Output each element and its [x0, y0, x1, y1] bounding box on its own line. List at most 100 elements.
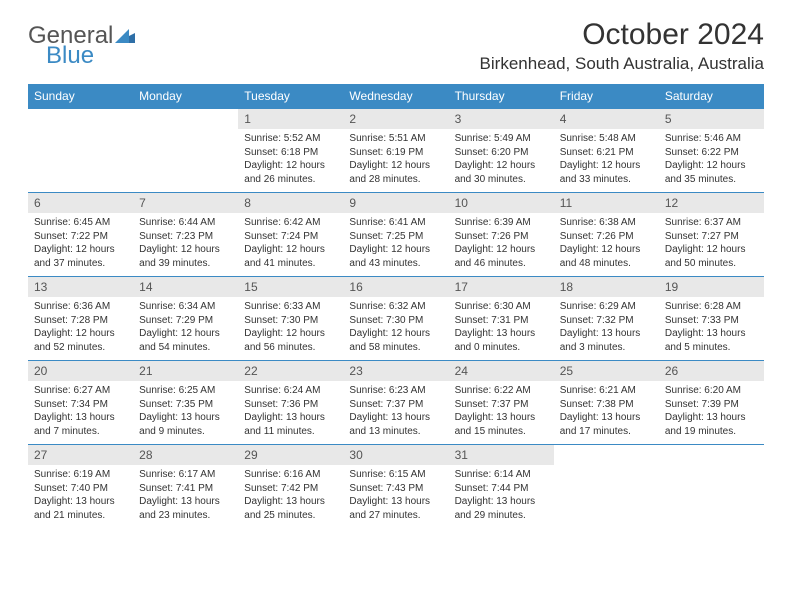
sunset-text: Sunset: 6:18 PM: [244, 146, 337, 160]
day-details: Sunrise: 6:34 AMSunset: 7:29 PMDaylight:…: [133, 297, 238, 358]
weekday-row: SundayMondayTuesdayWednesdayThursdayFrid…: [28, 84, 764, 109]
daylight-text: Daylight: 12 hours and 48 minutes.: [560, 243, 653, 270]
sunrise-text: Sunrise: 6:19 AM: [34, 468, 127, 482]
daylight-text: Daylight: 13 hours and 3 minutes.: [560, 327, 653, 354]
calendar-day-cell: 23Sunrise: 6:23 AMSunset: 7:37 PMDayligh…: [343, 361, 448, 445]
day-number: [28, 109, 133, 115]
sunset-text: Sunset: 7:27 PM: [665, 230, 758, 244]
day-details: Sunrise: 6:33 AMSunset: 7:30 PMDaylight:…: [238, 297, 343, 358]
weekday-header: Thursday: [449, 84, 554, 109]
day-details: Sunrise: 6:24 AMSunset: 7:36 PMDaylight:…: [238, 381, 343, 442]
sunrise-text: Sunrise: 5:52 AM: [244, 132, 337, 146]
sunset-text: Sunset: 7:30 PM: [349, 314, 442, 328]
day-details: Sunrise: 6:42 AMSunset: 7:24 PMDaylight:…: [238, 213, 343, 274]
day-details: Sunrise: 6:20 AMSunset: 7:39 PMDaylight:…: [659, 381, 764, 442]
location: Birkenhead, South Australia, Australia: [480, 54, 764, 74]
logo-triangle-icon: [115, 24, 135, 48]
calendar-day-cell: [28, 109, 133, 193]
day-details: Sunrise: 6:19 AMSunset: 7:40 PMDaylight:…: [28, 465, 133, 526]
calendar-body: 1Sunrise: 5:52 AMSunset: 6:18 PMDaylight…: [28, 109, 764, 529]
calendar-day-cell: 3Sunrise: 5:49 AMSunset: 6:20 PMDaylight…: [449, 109, 554, 193]
day-number: 29: [238, 445, 343, 465]
calendar-day-cell: 13Sunrise: 6:36 AMSunset: 7:28 PMDayligh…: [28, 277, 133, 361]
sunrise-text: Sunrise: 6:14 AM: [455, 468, 548, 482]
day-number: 17: [449, 277, 554, 297]
daylight-text: Daylight: 12 hours and 37 minutes.: [34, 243, 127, 270]
sunrise-text: Sunrise: 6:37 AM: [665, 216, 758, 230]
day-number: 9: [343, 193, 448, 213]
sunrise-text: Sunrise: 6:30 AM: [455, 300, 548, 314]
daylight-text: Daylight: 12 hours and 33 minutes.: [560, 159, 653, 186]
calendar-day-cell: [659, 445, 764, 529]
daylight-text: Daylight: 12 hours and 56 minutes.: [244, 327, 337, 354]
daylight-text: Daylight: 13 hours and 23 minutes.: [139, 495, 232, 522]
day-details: Sunrise: 5:51 AMSunset: 6:19 PMDaylight:…: [343, 129, 448, 190]
sunrise-text: Sunrise: 6:28 AM: [665, 300, 758, 314]
day-details: Sunrise: 6:37 AMSunset: 7:27 PMDaylight:…: [659, 213, 764, 274]
logo-text-block: General Blue: [28, 24, 135, 68]
weekday-header: Tuesday: [238, 84, 343, 109]
day-number: 21: [133, 361, 238, 381]
day-number: 5: [659, 109, 764, 129]
daylight-text: Daylight: 12 hours and 46 minutes.: [455, 243, 548, 270]
sunrise-text: Sunrise: 5:48 AM: [560, 132, 653, 146]
day-details: Sunrise: 5:48 AMSunset: 6:21 PMDaylight:…: [554, 129, 659, 190]
calendar-table: SundayMondayTuesdayWednesdayThursdayFrid…: [28, 84, 764, 529]
day-number: 10: [449, 193, 554, 213]
sunrise-text: Sunrise: 5:49 AM: [455, 132, 548, 146]
calendar-day-cell: 21Sunrise: 6:25 AMSunset: 7:35 PMDayligh…: [133, 361, 238, 445]
sunset-text: Sunset: 7:41 PM: [139, 482, 232, 496]
calendar-day-cell: 19Sunrise: 6:28 AMSunset: 7:33 PMDayligh…: [659, 277, 764, 361]
calendar-day-cell: 10 Sunrise: 6:39 AMSunset: 7:26 PMDayligh…: [449, 193, 554, 277]
day-number: 24: [449, 361, 554, 381]
daylight-text: Daylight: 13 hours and 25 minutes.: [244, 495, 337, 522]
day-details: Sunrise: 6:36 AMSunset: 7:28 PMDaylight:…: [28, 297, 133, 358]
sunrise-text: Sunrise: 6:39 AM: [455, 216, 548, 230]
calendar-day-cell: 7Sunrise: 6:44 AMSunset: 7:23 PMDaylight…: [133, 193, 238, 277]
weekday-header: Wednesday: [343, 84, 448, 109]
daylight-text: Daylight: 12 hours and 43 minutes.: [349, 243, 442, 270]
day-number: 3: [449, 109, 554, 129]
day-number: 23: [343, 361, 448, 381]
day-details: Sunrise: 6:38 AMSunset: 7:26 PMDaylight:…: [554, 213, 659, 274]
sunset-text: Sunset: 7:25 PM: [349, 230, 442, 244]
calendar-day-cell: 22Sunrise: 6:24 AMSunset: 7:36 PMDayligh…: [238, 361, 343, 445]
calendar-day-cell: 12Sunrise: 6:37 AMSunset: 7:27 PMDayligh…: [659, 193, 764, 277]
day-number: 4: [554, 109, 659, 129]
sunset-text: Sunset: 7:33 PM: [665, 314, 758, 328]
daylight-text: Daylight: 12 hours and 35 minutes.: [665, 159, 758, 186]
calendar-day-cell: 16Sunrise: 6:32 AMSunset: 7:30 PMDayligh…: [343, 277, 448, 361]
weekday-header: Monday: [133, 84, 238, 109]
calendar-day-cell: 30Sunrise: 6:15 AMSunset: 7:43 PMDayligh…: [343, 445, 448, 529]
sunrise-text: Sunrise: 6:16 AM: [244, 468, 337, 482]
sunset-text: Sunset: 7:31 PM: [455, 314, 548, 328]
calendar-day-cell: [554, 445, 659, 529]
calendar-day-cell: 1Sunrise: 5:52 AMSunset: 6:18 PMDaylight…: [238, 109, 343, 193]
day-number: 12: [659, 193, 764, 213]
sunrise-text: Sunrise: 6:45 AM: [34, 216, 127, 230]
daylight-text: Daylight: 13 hours and 27 minutes.: [349, 495, 442, 522]
day-details: Sunrise: 6:15 AMSunset: 7:43 PMDaylight:…: [343, 465, 448, 526]
day-number: [133, 109, 238, 115]
daylight-text: Daylight: 12 hours and 52 minutes.: [34, 327, 127, 354]
sunset-text: Sunset: 7:26 PM: [455, 230, 548, 244]
day-number: [554, 445, 659, 451]
sunrise-text: Sunrise: 6:27 AM: [34, 384, 127, 398]
month-title: October 2024: [480, 18, 764, 52]
daylight-text: Daylight: 13 hours and 9 minutes.: [139, 411, 232, 438]
day-details: Sunrise: 6:28 AMSunset: 7:33 PMDaylight:…: [659, 297, 764, 358]
day-details: Sunrise: 6:17 AMSunset: 7:41 PMDaylight:…: [133, 465, 238, 526]
calendar-day-cell: 4Sunrise: 5:48 AMSunset: 6:21 PMDaylight…: [554, 109, 659, 193]
daylight-text: Daylight: 12 hours and 41 minutes.: [244, 243, 337, 270]
calendar-day-cell: 11Sunrise: 6:38 AMSunset: 7:26 PMDayligh…: [554, 193, 659, 277]
day-number: 20: [28, 361, 133, 381]
sunset-text: Sunset: 7:40 PM: [34, 482, 127, 496]
daylight-text: Daylight: 12 hours and 58 minutes.: [349, 327, 442, 354]
day-details: Sunrise: 6:41 AMSunset: 7:25 PMDaylight:…: [343, 213, 448, 274]
day-number: 15: [238, 277, 343, 297]
calendar-page: General Blue October 2024 Birkenhead, So…: [0, 0, 792, 547]
sunset-text: Sunset: 7:23 PM: [139, 230, 232, 244]
sunset-text: Sunset: 6:19 PM: [349, 146, 442, 160]
day-number: 28: [133, 445, 238, 465]
sunset-text: Sunset: 7:37 PM: [349, 398, 442, 412]
